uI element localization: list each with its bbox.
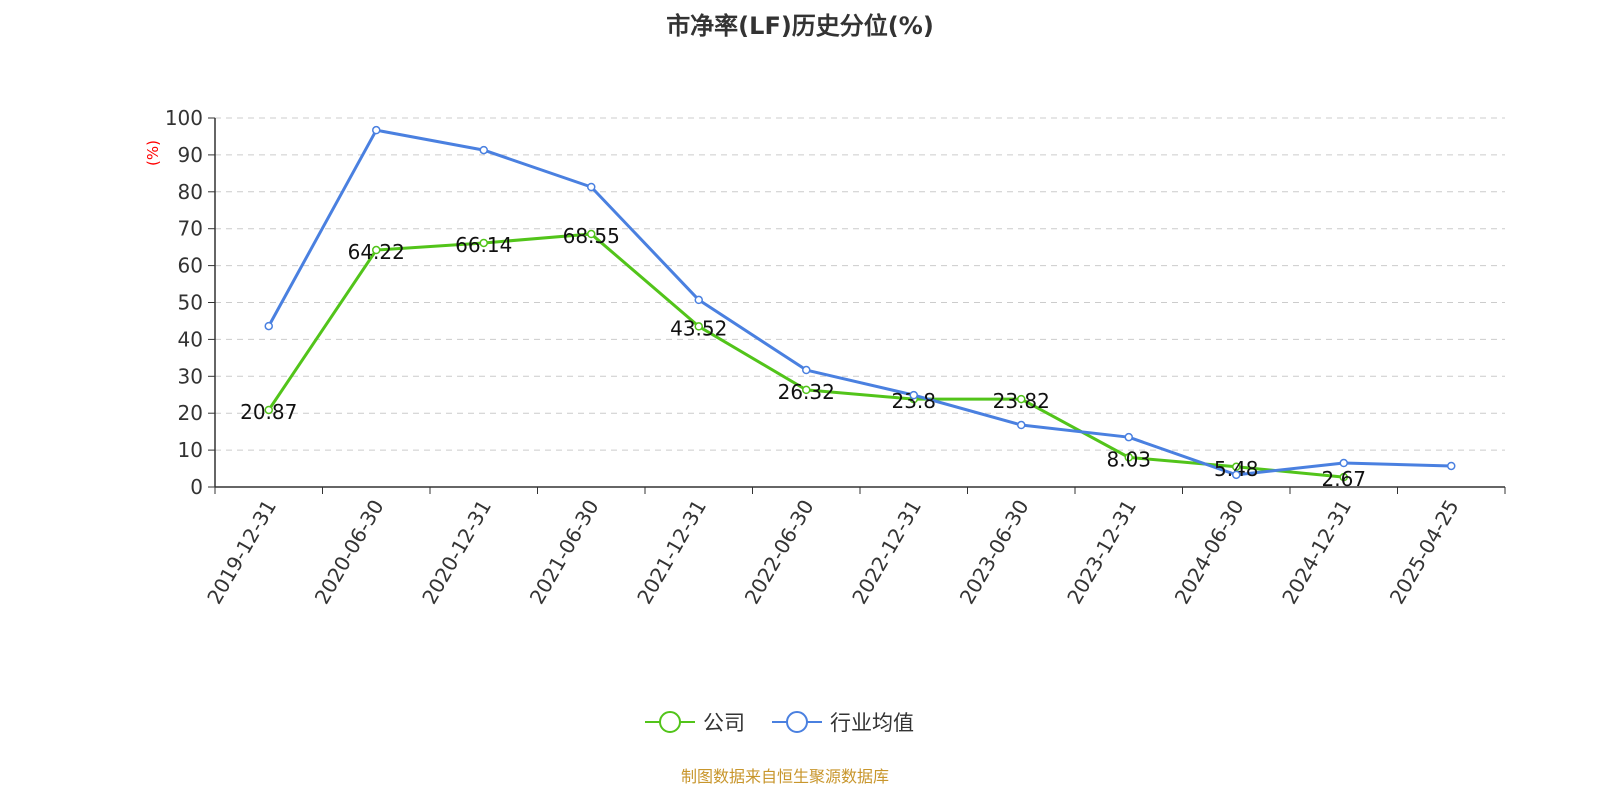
data-label: 64.22 (348, 240, 405, 264)
data-point (1339, 458, 1348, 468)
y-tick-label: 70 (178, 217, 203, 241)
data-point (479, 238, 488, 248)
x-tick-label: 2024-06-30 (1170, 496, 1249, 609)
data-point (1124, 453, 1133, 462)
x-tick-label: 2020-06-30 (310, 496, 389, 609)
data-point (694, 322, 703, 331)
x-tick-label: 2019-12-31 (202, 496, 281, 609)
y-tick-label: 80 (178, 180, 203, 204)
data-point (1124, 432, 1133, 442)
x-tick-label: 2023-12-31 (1062, 496, 1141, 609)
data-point (1232, 462, 1241, 472)
data-label: 8.03 (1106, 447, 1151, 471)
data-label: 26.32 (778, 380, 835, 404)
data-point (479, 145, 488, 155)
data-label: 66.14 (455, 233, 512, 257)
data-point (802, 365, 811, 375)
y-tick-label: 0 (190, 475, 203, 499)
chart-title: 市净率(LF)历史分位(%) (666, 12, 934, 40)
y-tick-label: 20 (178, 401, 203, 425)
data-point (372, 125, 381, 135)
data-point (1447, 461, 1456, 471)
y-tick-label: 40 (178, 327, 203, 351)
data-point (802, 385, 811, 395)
x-tick-label: 2022-06-30 (740, 496, 819, 609)
y-tick-label: 10 (178, 438, 203, 462)
data-point (909, 390, 918, 400)
data-label: 20.87 (240, 400, 297, 424)
y-tick-label: 50 (178, 291, 203, 315)
legend-marker-icon (786, 711, 808, 733)
data-point (264, 321, 273, 331)
legend-label: 行业均值 (830, 711, 914, 735)
data-point (264, 405, 273, 415)
x-tick-label: 2021-12-31 (632, 496, 711, 609)
x-tick-label: 2021-06-30 (525, 496, 604, 609)
data-point (694, 295, 703, 305)
y-tick-label: 100 (165, 106, 203, 130)
x-tick-label: 2022-12-31 (847, 496, 926, 609)
legend-marker-icon (659, 711, 681, 733)
y-tick-label: 30 (178, 364, 203, 388)
data-point (1232, 470, 1241, 480)
series-line-1 (267, 128, 1452, 477)
data-point (587, 182, 596, 192)
data-label: 43.52 (670, 316, 727, 340)
data-label: 68.55 (563, 224, 620, 248)
data-point (1339, 472, 1348, 482)
data-label: 23.82 (993, 389, 1050, 413)
x-tick-label: 2025-04-25 (1385, 496, 1464, 609)
x-tick-label: 2020-12-31 (417, 496, 496, 609)
y-tick-label: 60 (178, 254, 203, 278)
data-source-note: 制图数据来自恒生聚源数据库 (680, 767, 889, 786)
series-line-0 (267, 232, 1344, 479)
x-tick-label: 2023-06-30 (955, 496, 1034, 609)
data-point (1017, 394, 1026, 404)
data-label: 2.67 (1321, 467, 1366, 491)
data-point (372, 245, 381, 255)
legend-label: 公司 (703, 711, 745, 735)
x-tick-label: 2024-12-31 (1277, 496, 1356, 609)
data-point (1017, 420, 1026, 430)
data-point (587, 229, 596, 239)
y-axis-label: (%) (144, 140, 162, 166)
y-tick-label: 90 (178, 143, 203, 167)
